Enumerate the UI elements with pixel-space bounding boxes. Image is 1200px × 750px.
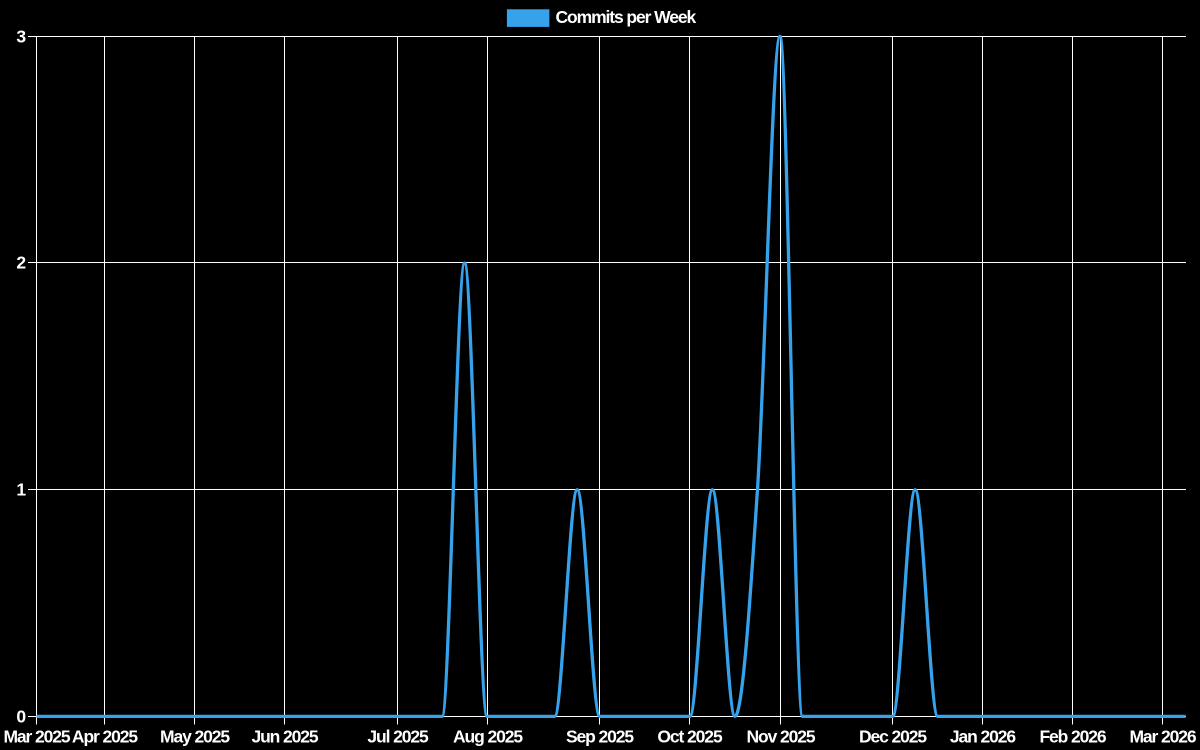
svg-text:Aug 2025: Aug 2025 <box>453 726 523 746</box>
svg-text:Sep 2025: Sep 2025 <box>566 726 634 746</box>
svg-text:May 2025: May 2025 <box>160 726 230 746</box>
svg-text:Jun 2025: Jun 2025 <box>251 726 318 746</box>
svg-text:Jul 2025: Jul 2025 <box>367 726 429 746</box>
svg-text:Apr 2025: Apr 2025 <box>72 726 138 746</box>
svg-text:2: 2 <box>16 252 26 272</box>
svg-text:Jan 2026: Jan 2026 <box>950 726 1017 746</box>
svg-text:Feb 2026: Feb 2026 <box>1039 726 1106 746</box>
svg-text:Commits per Week: Commits per Week <box>556 7 697 27</box>
svg-text:1: 1 <box>16 479 26 499</box>
svg-text:Mar 2025: Mar 2025 <box>3 726 70 746</box>
svg-text:3: 3 <box>16 26 26 46</box>
svg-text:Dec 2025: Dec 2025 <box>859 726 927 746</box>
svg-text:Mar 2026: Mar 2026 <box>1129 726 1196 746</box>
svg-text:Oct 2025: Oct 2025 <box>657 726 723 746</box>
svg-text:Nov 2025: Nov 2025 <box>746 726 815 746</box>
svg-text:0: 0 <box>16 706 26 726</box>
